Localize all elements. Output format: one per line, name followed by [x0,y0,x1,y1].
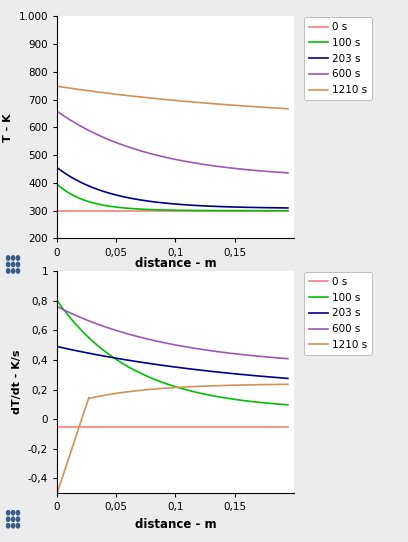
1210 s [82,406,87,413]
Line: 1210 s: 1210 s [57,86,288,109]
1210 s [200,383,205,390]
203 s [146,198,151,204]
1210 s [55,490,60,496]
0 s [200,208,205,214]
203 s [221,203,226,210]
1210 s [221,101,226,108]
600 s [130,332,135,338]
Line: 203 s: 203 s [57,167,288,208]
1210 s [222,382,227,389]
Text: distance - m: distance - m [135,257,216,270]
X-axis label: distance - m: distance - m [135,518,216,531]
100 s [146,207,151,213]
Y-axis label: dT/dt - K/s: dT/dt - K/s [12,350,22,415]
100 s [200,390,205,397]
1210 s [146,386,151,393]
0 s [82,423,87,430]
100 s [221,395,226,401]
203 s [221,370,226,376]
0 s [221,208,226,214]
Line: 203 s: 203 s [57,346,288,378]
1210 s [130,93,135,99]
600 s [146,150,151,156]
600 s [222,350,227,356]
0 s [222,423,227,430]
0 s [285,423,290,430]
Line: 600 s: 600 s [57,307,288,359]
0 s [82,208,87,214]
1210 s [285,106,290,112]
600 s [200,346,205,353]
600 s [130,145,135,152]
100 s [55,181,60,188]
0 s [285,208,290,214]
100 s [82,197,87,204]
100 s [222,395,227,401]
600 s [222,164,227,171]
203 s [222,203,227,210]
600 s [285,356,290,362]
100 s [146,373,151,380]
0 s [55,423,60,430]
100 s [200,207,205,214]
600 s [82,125,87,132]
Legend: 0 s, 100 s, 203 s, 600 s, 1210 s: 0 s, 100 s, 203 s, 600 s, 1210 s [304,17,372,100]
600 s [55,304,60,310]
203 s [285,205,290,211]
Line: 600 s: 600 s [57,111,288,173]
203 s [82,181,87,188]
0 s [200,423,205,430]
600 s [146,336,151,343]
100 s [222,208,227,214]
Y-axis label: T - K: T - K [3,113,13,141]
600 s [285,170,290,176]
1210 s [285,381,290,388]
Line: 1210 s: 1210 s [57,384,288,493]
203 s [55,164,60,171]
Line: 100 s: 100 s [57,184,288,211]
100 s [55,298,60,304]
1210 s [130,388,135,395]
1210 s [146,94,151,101]
1210 s [221,382,226,389]
100 s [221,208,226,214]
203 s [82,349,87,356]
100 s [82,331,87,337]
1210 s [82,87,87,94]
600 s [221,349,226,356]
0 s [222,208,227,214]
0 s [130,208,135,214]
203 s [285,375,290,382]
0 s [130,423,135,430]
0 s [55,208,60,214]
Legend: 0 s, 100 s, 203 s, 600 s, 1210 s: 0 s, 100 s, 203 s, 600 s, 1210 s [304,272,372,355]
100 s [130,205,135,212]
600 s [55,108,60,114]
0 s [221,423,226,430]
203 s [222,370,227,376]
0 s [146,208,151,214]
100 s [285,208,290,214]
100 s [130,366,135,372]
203 s [146,360,151,366]
203 s [130,195,135,202]
203 s [200,203,205,209]
0 s [146,423,151,430]
203 s [200,367,205,373]
203 s [55,343,60,350]
600 s [221,164,226,170]
600 s [82,316,87,322]
1210 s [222,101,227,108]
Line: 100 s: 100 s [57,301,288,405]
203 s [130,358,135,364]
1210 s [55,83,60,89]
1210 s [200,100,205,106]
100 s [285,402,290,408]
600 s [200,161,205,167]
